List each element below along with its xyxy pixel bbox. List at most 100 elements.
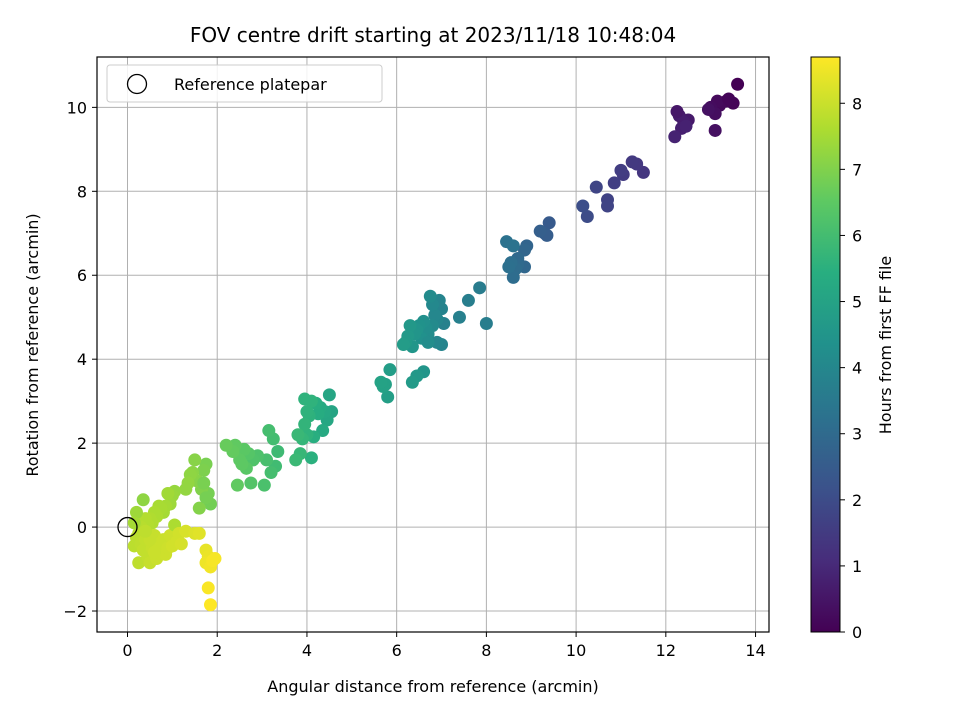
data-point xyxy=(230,478,244,492)
x-tick-label: 2 xyxy=(212,641,222,660)
data-point xyxy=(322,388,336,402)
data-point xyxy=(219,438,233,452)
data-point xyxy=(461,293,475,307)
data-point xyxy=(542,216,556,230)
data-point xyxy=(197,463,211,477)
x-axis: 0 2 4 6 8 10 12 14 xyxy=(122,632,766,660)
grid-lines xyxy=(97,57,769,632)
data-point xyxy=(147,545,161,559)
y-axis-label: Rotation from reference (arcmin) xyxy=(23,213,42,476)
y-tick-label: 4 xyxy=(77,350,87,369)
x-tick-label: 12 xyxy=(656,641,676,660)
y-axis: −2 0 2 4 6 8 10 xyxy=(63,98,97,621)
x-tick-label: 14 xyxy=(745,641,765,660)
data-point xyxy=(138,524,152,538)
data-point xyxy=(421,335,435,349)
legend-reference-label: Reference platepar xyxy=(174,75,327,94)
y-tick-label: 10 xyxy=(67,98,87,117)
data-point xyxy=(197,476,211,490)
data-point xyxy=(383,363,397,377)
data-point xyxy=(174,537,188,551)
data-point xyxy=(580,209,594,223)
data-point xyxy=(614,163,628,177)
data-point xyxy=(136,493,150,507)
data-points xyxy=(117,77,745,612)
y-tick-label: 0 xyxy=(77,518,87,537)
data-point xyxy=(192,526,206,540)
colorbar-tick-label: 7 xyxy=(852,160,862,179)
data-point xyxy=(291,428,305,442)
data-point xyxy=(731,77,745,91)
colorbar-label: Hours from first FF file xyxy=(876,256,895,435)
colorbar-tick-label: 2 xyxy=(852,491,862,510)
data-point xyxy=(722,92,736,106)
colorbar-ticks: 0 1 2 3 4 5 6 7 8 xyxy=(840,94,862,642)
data-point xyxy=(506,239,520,253)
colorbar-tick-label: 1 xyxy=(852,557,862,576)
data-point xyxy=(506,270,520,284)
data-point xyxy=(607,176,621,190)
data-point xyxy=(423,289,437,303)
legend: Reference platepar xyxy=(106,64,383,103)
data-point xyxy=(300,405,314,419)
plot-frame xyxy=(96,56,770,633)
data-point xyxy=(161,486,175,500)
data-point xyxy=(428,308,442,322)
data-point xyxy=(601,199,615,213)
y-tick-label: −2 xyxy=(63,602,87,621)
x-tick-label: 6 xyxy=(392,641,402,660)
data-point xyxy=(271,445,285,459)
colorbar-tick-label: 3 xyxy=(852,425,862,444)
x-tick-label: 0 xyxy=(122,641,132,660)
y-tick-label: 8 xyxy=(77,182,87,201)
data-point xyxy=(203,598,217,612)
data-point xyxy=(533,224,547,238)
data-point xyxy=(199,491,213,505)
reference-platepar-marker xyxy=(117,516,138,538)
colorbar-tick-label: 0 xyxy=(852,623,862,642)
data-point xyxy=(244,476,258,490)
y-tick-label: 6 xyxy=(77,266,87,285)
data-point xyxy=(396,338,410,351)
data-point xyxy=(589,180,603,194)
data-point xyxy=(679,119,693,133)
data-point xyxy=(576,199,590,213)
data-point xyxy=(201,581,215,595)
colorbar-tick-label: 5 xyxy=(852,293,862,312)
data-point xyxy=(298,417,312,431)
y-tick-label: 2 xyxy=(77,434,87,453)
colorbar-tick-label: 8 xyxy=(852,94,862,113)
legend-reference-marker xyxy=(126,73,148,95)
data-point xyxy=(304,394,318,408)
data-point xyxy=(701,102,715,116)
data-point xyxy=(304,451,318,465)
colorbar-tick-label: 6 xyxy=(852,226,862,245)
data-point xyxy=(403,319,417,333)
data-point xyxy=(625,155,639,169)
x-axis-label: Angular distance from reference (arcmin) xyxy=(267,677,598,696)
data-point xyxy=(192,501,206,515)
data-point xyxy=(405,375,419,389)
x-tick-label: 8 xyxy=(481,641,491,660)
data-point xyxy=(264,466,278,480)
data-point xyxy=(208,552,222,566)
chart-title: FOV centre drift starting at 2023/11/18 … xyxy=(190,23,676,47)
data-point xyxy=(708,123,722,137)
x-tick-label: 4 xyxy=(302,641,312,660)
colorbar-gradient xyxy=(810,56,841,633)
data-point xyxy=(473,281,487,295)
data-point xyxy=(452,310,466,324)
data-point xyxy=(257,478,271,492)
data-point xyxy=(381,390,395,404)
data-point xyxy=(262,424,276,438)
colorbar-tick-label: 4 xyxy=(852,359,862,378)
legend-box xyxy=(106,64,383,103)
data-point xyxy=(374,375,388,389)
x-tick-label: 10 xyxy=(566,641,586,660)
colorbar: 0 1 2 3 4 5 6 7 8 Hours from first FF file xyxy=(810,56,895,642)
data-point xyxy=(179,482,193,496)
data-point xyxy=(502,260,516,274)
data-point xyxy=(129,505,143,519)
data-point xyxy=(430,335,444,349)
